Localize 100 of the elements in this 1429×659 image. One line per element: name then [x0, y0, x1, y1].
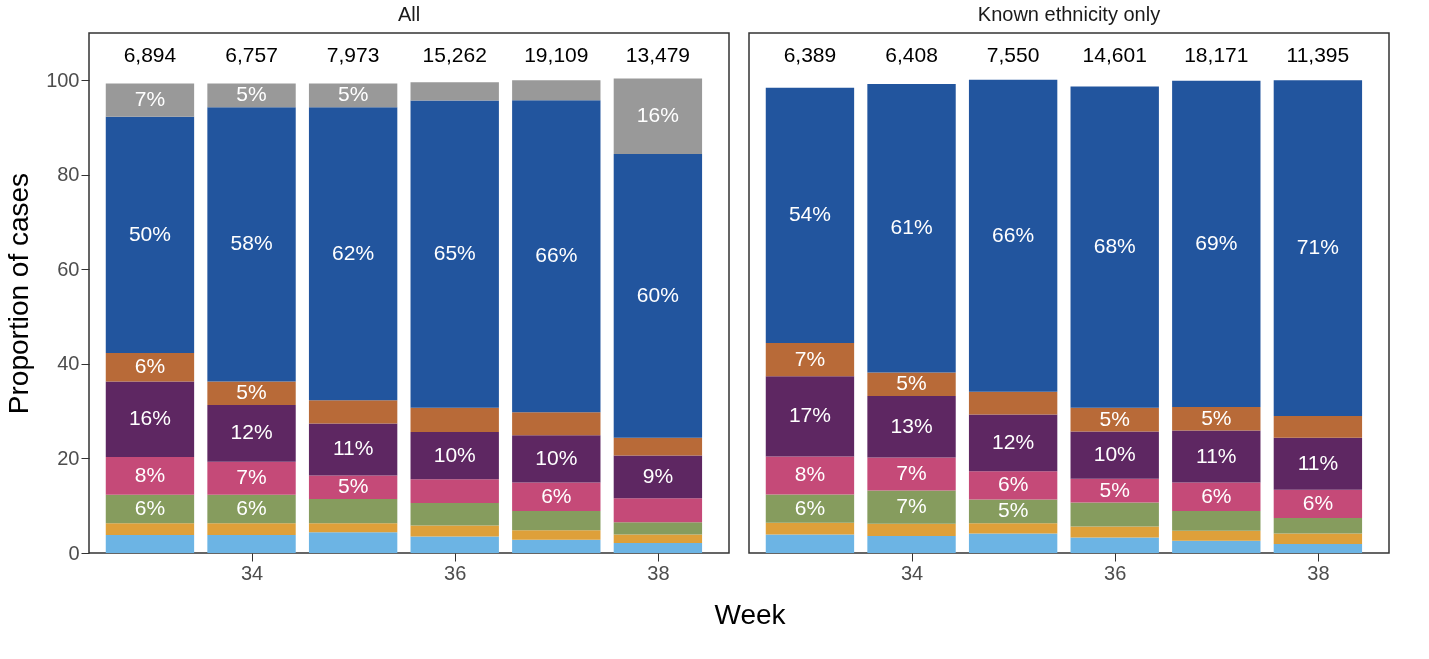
bar [207, 405, 296, 462]
y-tick-label: 60 [57, 257, 80, 280]
bar [1273, 415, 1363, 438]
bar [1273, 533, 1363, 545]
data-label: 8% [794, 462, 826, 486]
bar [207, 494, 296, 524]
data-label: 5% [337, 82, 369, 106]
data-label: 6% [134, 354, 166, 378]
bar [867, 84, 956, 373]
bar [1172, 430, 1261, 483]
data-label: 50% [128, 221, 171, 245]
bar [968, 414, 1058, 472]
data-label: 66% [535, 243, 578, 267]
bar [765, 522, 855, 535]
x-tick-label: 34 [900, 561, 924, 584]
bar [512, 412, 601, 436]
bar [1273, 80, 1363, 416]
bar [410, 502, 499, 526]
data-label: 5% [1099, 477, 1130, 501]
annotation: 19,109 [524, 43, 589, 66]
bar [1273, 518, 1363, 534]
y-tick-label: 80 [57, 163, 80, 186]
annotation: 6,389 [783, 43, 837, 66]
bar [613, 522, 703, 535]
data-label: 7% [794, 346, 826, 370]
bar [410, 431, 499, 480]
bar [1070, 526, 1159, 538]
data-label: 58% [230, 231, 273, 255]
y-tick-label: 20 [57, 446, 80, 469]
data-label: 62% [332, 240, 375, 264]
data-label: 16% [128, 406, 171, 430]
data-label: 68% [1093, 234, 1136, 258]
bar [613, 543, 703, 553]
annotation: 6,757 [225, 43, 278, 66]
bar [512, 435, 601, 483]
data-label: 5% [337, 474, 369, 498]
y-tick-label: 40 [57, 352, 80, 375]
data-label: 7% [134, 87, 166, 111]
data-label: 5% [236, 380, 267, 404]
data-label: 6% [541, 483, 572, 507]
annotation: 11,395 [1286, 43, 1350, 66]
data-label: 66% [992, 222, 1035, 246]
bar [613, 534, 703, 544]
data-label: 6% [1201, 483, 1232, 507]
bar [410, 525, 499, 537]
data-label: 8% [134, 462, 166, 486]
data-label: 54% [788, 202, 831, 226]
bar [207, 107, 296, 382]
bar [512, 539, 601, 553]
bar [308, 499, 398, 524]
bar [867, 457, 956, 491]
data-label: 60% [636, 282, 679, 306]
bar [613, 455, 703, 499]
bar [968, 533, 1058, 553]
bar [867, 372, 956, 397]
data-label: 10% [535, 445, 578, 469]
data-label: 6% [1302, 490, 1334, 514]
bar [207, 381, 296, 406]
annotation: 13,479 [625, 43, 691, 66]
bar [765, 456, 855, 495]
bar [308, 475, 398, 500]
bar [1172, 530, 1261, 541]
bar [105, 535, 195, 553]
data-label: 7% [236, 465, 267, 489]
bar [105, 116, 195, 354]
data-label: 17% [788, 403, 831, 427]
data-label: 12% [230, 420, 273, 444]
bar [613, 498, 703, 523]
bar [410, 479, 499, 503]
bar [410, 407, 499, 432]
annotation: 6,894 [123, 43, 177, 66]
bar [765, 343, 855, 377]
x-tick-label: 36 [444, 561, 467, 584]
bar [765, 87, 855, 344]
bar [968, 523, 1058, 534]
bar [410, 536, 499, 553]
bar [410, 100, 499, 408]
bar [613, 437, 703, 456]
data-label: 65% [433, 241, 476, 265]
bar [308, 400, 398, 424]
y-tick-label: 100 [46, 68, 80, 91]
data-label: 10% [1093, 442, 1136, 466]
data-label: 9% [642, 463, 674, 487]
bar [308, 107, 398, 401]
data-label: 5% [1201, 405, 1232, 429]
data-label: 11% [1196, 443, 1237, 467]
data-label: 12% [992, 429, 1035, 453]
annotation: 15,262 [422, 43, 487, 66]
data-label: 10% [433, 442, 476, 466]
annotation: 7,973 [326, 43, 380, 66]
x-tick-label: 34 [240, 561, 264, 584]
bar [207, 523, 296, 536]
bar [1172, 406, 1261, 431]
chart-title: Known ethnicity only [977, 3, 1161, 25]
data-label: 13% [890, 413, 933, 437]
data-label: 69% [1195, 230, 1238, 254]
data-label: 6% [997, 472, 1029, 496]
data-label: 5% [1099, 406, 1130, 430]
y-tick-label: 0 [68, 541, 80, 564]
bar [1172, 540, 1261, 553]
